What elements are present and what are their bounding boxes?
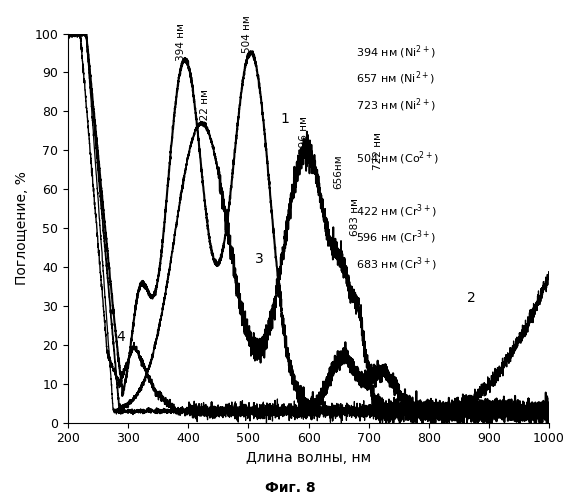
Text: 683 нм: 683 нм	[350, 198, 360, 236]
Text: 422 нм (Cr$^{3+}$): 422 нм (Cr$^{3+}$)	[356, 202, 437, 220]
Text: 683 нм (Cr$^{3+}$): 683 нм (Cr$^{3+}$)	[356, 255, 437, 272]
Text: 504 нм: 504 нм	[242, 15, 252, 53]
Text: 656нм: 656нм	[333, 154, 343, 189]
Text: 504 нм (Co$^{2+}$): 504 нм (Co$^{2+}$)	[356, 149, 439, 166]
Text: 723 нм (Ni$^{2+}$): 723 нм (Ni$^{2+}$)	[356, 96, 436, 114]
Text: Фиг. 8: Фиг. 8	[264, 481, 316, 495]
Y-axis label: Поглощение, %: Поглощение, %	[15, 171, 29, 285]
Text: 596 нм (Cr$^{3+}$): 596 нм (Cr$^{3+}$)	[356, 228, 436, 246]
Text: 422 нм: 422 нм	[200, 89, 210, 127]
X-axis label: Длина волны, нм: Длина волны, нм	[246, 451, 371, 465]
Text: 394 нм (Ni$^{2+}$): 394 нм (Ni$^{2+}$)	[356, 43, 436, 61]
Text: 3: 3	[255, 252, 264, 266]
Text: 657 нм (Ni$^{2+}$): 657 нм (Ni$^{2+}$)	[356, 70, 435, 87]
Text: 596 нм: 596 нм	[299, 116, 309, 154]
Text: 722 нм: 722 нм	[374, 132, 383, 170]
Text: 2: 2	[466, 291, 475, 305]
Text: 394 нм: 394 нм	[176, 23, 186, 60]
Text: 4: 4	[117, 330, 125, 344]
Text: 1: 1	[280, 112, 289, 126]
